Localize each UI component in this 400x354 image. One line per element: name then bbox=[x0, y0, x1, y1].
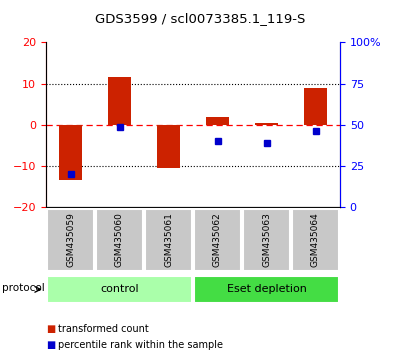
Bar bbox=[206, 116, 228, 125]
Text: protocol: protocol bbox=[2, 282, 45, 293]
Text: GDS3599 / scl0073385.1_119-S: GDS3599 / scl0073385.1_119-S bbox=[95, 12, 305, 25]
Bar bbox=[304, 88, 326, 125]
Text: percentile rank within the sample: percentile rank within the sample bbox=[58, 340, 223, 350]
Text: GSM435061: GSM435061 bbox=[164, 212, 173, 267]
Text: GSM435064: GSM435064 bbox=[311, 212, 320, 267]
Text: Eset depletion: Eset depletion bbox=[226, 284, 306, 295]
Bar bbox=[256, 123, 278, 125]
Bar bbox=[108, 78, 130, 125]
Text: ■: ■ bbox=[46, 340, 55, 350]
Text: GSM435060: GSM435060 bbox=[115, 212, 124, 267]
Text: GSM435062: GSM435062 bbox=[213, 212, 222, 267]
Text: control: control bbox=[100, 284, 139, 295]
Bar bbox=[60, 125, 82, 180]
Text: GSM435063: GSM435063 bbox=[262, 212, 271, 267]
Text: transformed count: transformed count bbox=[58, 324, 149, 333]
Bar bbox=[158, 125, 180, 168]
Text: ■: ■ bbox=[46, 324, 55, 333]
Text: GSM435059: GSM435059 bbox=[66, 212, 75, 267]
